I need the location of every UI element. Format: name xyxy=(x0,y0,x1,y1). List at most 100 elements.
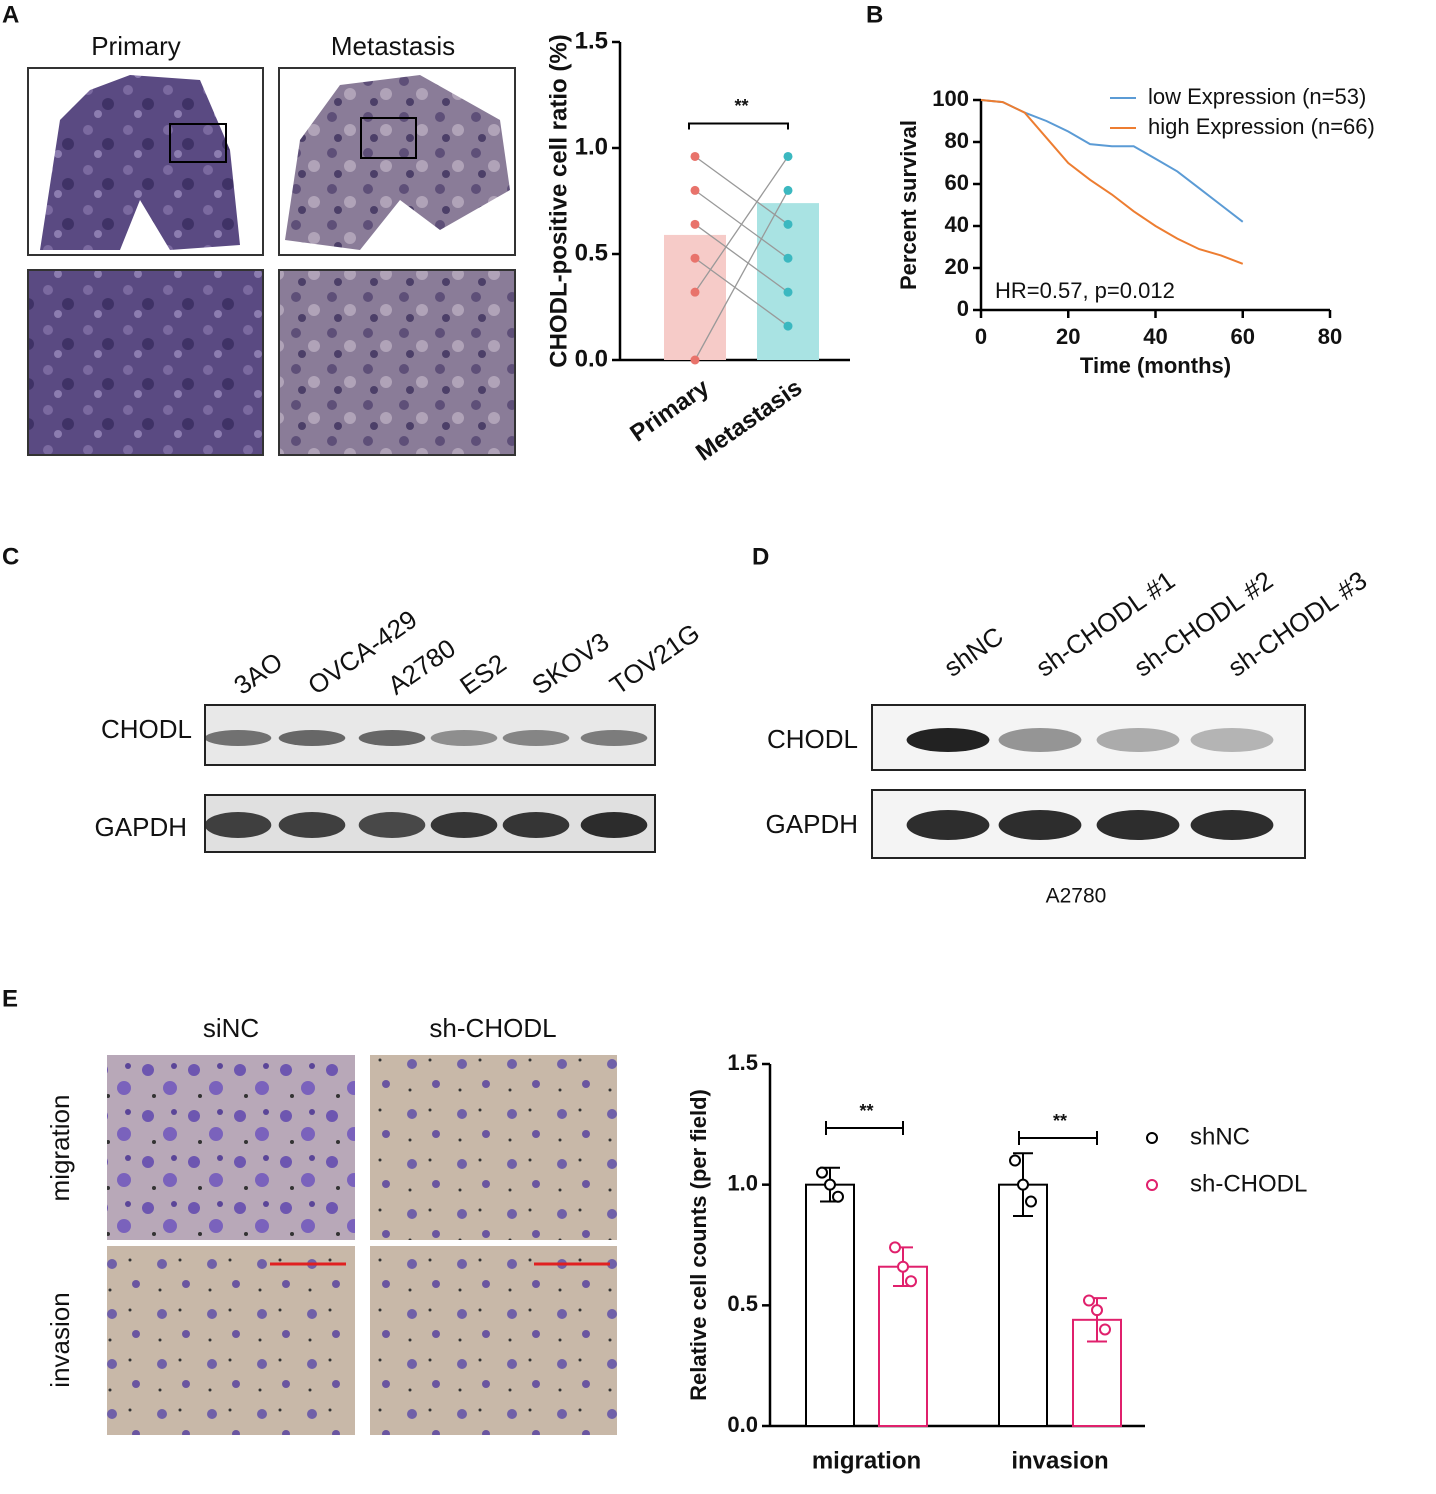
point xyxy=(824,1178,836,1191)
band xyxy=(1096,810,1180,840)
significance: ** xyxy=(1053,1111,1067,1131)
significance: ** xyxy=(734,96,748,116)
band xyxy=(580,812,648,838)
point xyxy=(816,1166,828,1179)
point xyxy=(690,185,700,195)
point xyxy=(1083,1294,1095,1307)
ihc-image xyxy=(278,269,516,456)
image-column-label: Metastasis xyxy=(331,31,455,61)
blot-row-label: GAPDH xyxy=(766,809,858,839)
x-tick-label: Metastasis xyxy=(691,374,807,467)
y-tick-label: 1.5 xyxy=(727,1050,758,1075)
tissue xyxy=(40,75,240,250)
legend-label: low Expression (n=53) xyxy=(1148,84,1366,109)
point xyxy=(783,287,793,297)
point xyxy=(690,219,700,229)
panel-label: B xyxy=(866,1,883,28)
bar xyxy=(664,234,726,360)
bracket xyxy=(1018,1131,1098,1145)
legend-marker xyxy=(1146,1132,1158,1144)
y-tick-label: 1.0 xyxy=(575,133,608,160)
y-tick-label: 1.0 xyxy=(727,1170,758,1195)
transwell-image xyxy=(107,1055,355,1240)
x-tick-label: 40 xyxy=(1143,324,1167,349)
y-tick-label: 0.0 xyxy=(575,345,608,372)
point xyxy=(783,185,793,195)
x-tick-label: 0 xyxy=(975,324,987,349)
transwell-image xyxy=(370,1055,617,1240)
point xyxy=(690,287,700,297)
blot-row-label: GAPDH xyxy=(95,812,187,842)
point xyxy=(783,219,793,229)
band xyxy=(580,730,648,746)
blot xyxy=(871,704,1306,771)
panel-label: A xyxy=(2,1,19,28)
inset-box xyxy=(169,123,227,163)
y-axis-label: CHODL-positive cell ratio (%) xyxy=(545,34,572,367)
lane-label: TOV21G xyxy=(604,617,705,700)
band xyxy=(1096,728,1180,752)
x-tick-label: 20 xyxy=(1056,324,1080,349)
bracket xyxy=(688,122,789,130)
y-tick-label: 100 xyxy=(932,86,969,111)
y-tick-label: 0 xyxy=(957,296,969,321)
band xyxy=(430,730,498,746)
band xyxy=(1190,728,1274,752)
y-tick-label: 0.5 xyxy=(727,1291,758,1316)
point xyxy=(905,1275,917,1288)
panel-labels: A B C D E xyxy=(2,1,883,1012)
panel-label: D xyxy=(752,543,769,570)
lane-label: ES2 xyxy=(454,648,511,701)
annotation: HR=0.57, p=0.012 xyxy=(995,278,1175,303)
legend-label: high Expression (n=66) xyxy=(1148,114,1375,139)
band xyxy=(430,812,498,838)
blot-row-label: CHODL xyxy=(101,714,192,744)
tissue xyxy=(285,75,510,250)
cell-line-label: A2780 xyxy=(1046,885,1107,908)
x-tick-label: 80 xyxy=(1318,324,1342,349)
point xyxy=(1009,1154,1021,1167)
point xyxy=(783,321,793,331)
pair-line xyxy=(694,156,789,293)
lane-label: 3AO xyxy=(228,646,288,700)
legend-label: sh-CHODL xyxy=(1190,1170,1307,1197)
y-tick-label: 60 xyxy=(945,170,969,195)
blot-row-label: CHODL xyxy=(767,724,858,754)
image-column-label: sh-CHODL xyxy=(429,1013,556,1043)
band xyxy=(502,812,570,838)
x-axis-label: Time (months) xyxy=(1080,353,1231,378)
blot xyxy=(204,704,656,766)
significance: ** xyxy=(859,1101,873,1121)
bar xyxy=(998,1183,1048,1427)
point xyxy=(783,151,793,161)
point xyxy=(690,355,700,365)
legend-label: shNC xyxy=(1190,1123,1250,1150)
y-tick-label: 20 xyxy=(945,254,969,279)
legend-marker xyxy=(1146,1179,1158,1191)
panel-c-blot: CHODL GAPDH xyxy=(95,704,656,853)
band xyxy=(502,730,570,746)
band xyxy=(998,810,1082,840)
lane-label: shNC xyxy=(938,621,1008,683)
image-column-label: siNC xyxy=(203,1013,259,1043)
pair-line xyxy=(694,190,789,361)
y-tick-label: 1.5 xyxy=(575,27,608,54)
point xyxy=(889,1241,901,1254)
bar xyxy=(805,1183,855,1427)
band xyxy=(358,812,426,838)
y-tick-label: 40 xyxy=(945,212,969,237)
panel-label: E xyxy=(2,985,18,1012)
point xyxy=(690,151,700,161)
band xyxy=(906,810,990,840)
band xyxy=(358,730,426,746)
band xyxy=(204,812,272,838)
band xyxy=(204,730,272,746)
y-axis-label: Percent survival xyxy=(896,120,921,290)
y-tick-label: 80 xyxy=(945,128,969,153)
x-tick-label: migration xyxy=(812,1447,921,1474)
point xyxy=(690,253,700,263)
point xyxy=(832,1190,844,1203)
lane-label: SKOV3 xyxy=(526,626,614,700)
y-axis-label: Relative cell counts (per field) xyxy=(686,1089,711,1401)
